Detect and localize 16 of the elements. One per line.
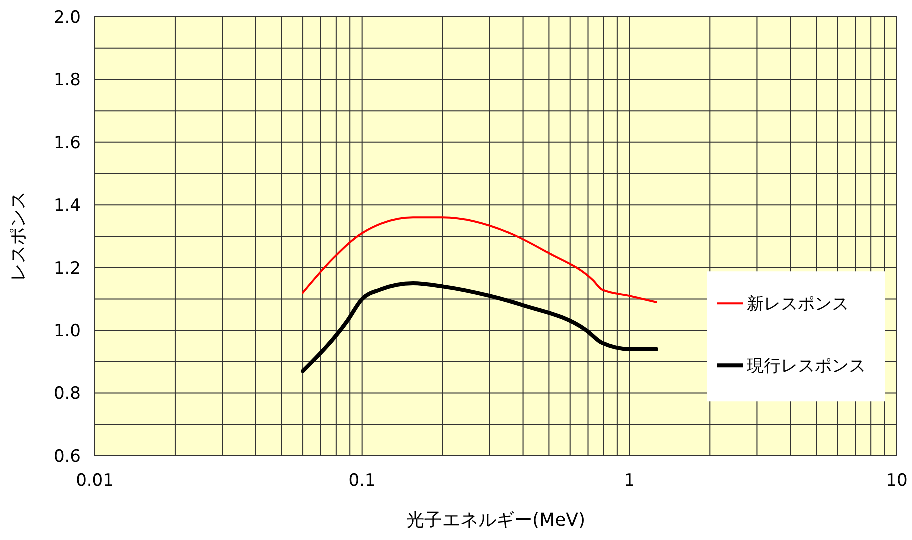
x-tick-label: 10: [886, 471, 908, 491]
y-tick-label: 0.8: [54, 384, 81, 404]
y-tick-label: 1.6: [54, 133, 81, 154]
legend-label: 新レスポンス: [747, 294, 849, 315]
y-tick-label: 1.8: [54, 70, 81, 91]
y-tick-label: 1.0: [54, 322, 81, 342]
x-axis-title: 光子エネルギー(MeV): [406, 510, 586, 531]
y-tick-label: 0.6: [54, 446, 81, 467]
y-axis-title: レスポンス: [8, 192, 29, 282]
x-tick-label: 0.01: [76, 471, 114, 491]
y-tick-label: 1.2: [54, 258, 81, 279]
x-tick-label: 0.1: [348, 471, 376, 491]
y-tick-label: 1.4: [54, 196, 81, 216]
y-tick-label: 2.0: [54, 8, 81, 28]
x-tick-label: 1: [624, 471, 636, 491]
legend-label: 現行レスポンス: [747, 356, 866, 377]
